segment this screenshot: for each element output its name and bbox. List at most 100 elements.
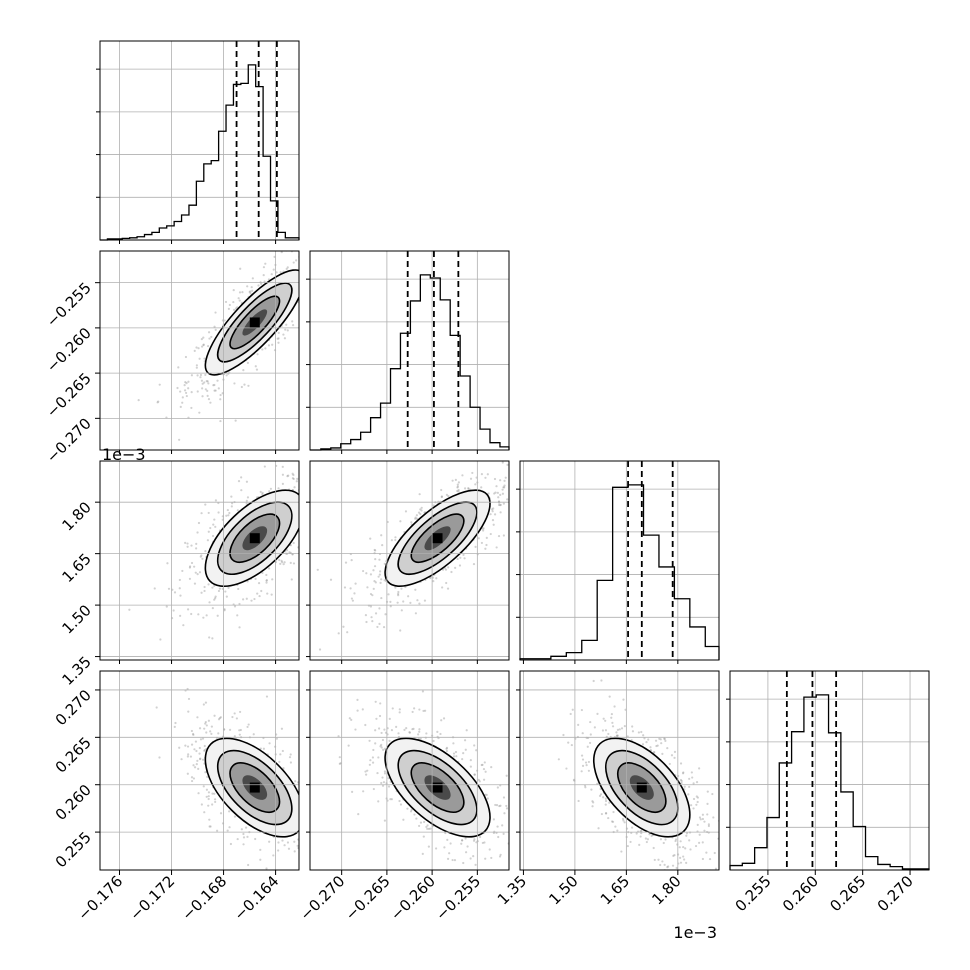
sample-point [650, 834, 653, 838]
sample-point [172, 609, 175, 612]
sample-point [244, 826, 248, 829]
sample-point [259, 858, 262, 861]
sample-point [302, 812, 304, 814]
sample-point [304, 479, 306, 481]
sample-point [615, 734, 619, 738]
sample-point [214, 499, 218, 502]
sample-point [362, 790, 365, 793]
sample-point [228, 826, 231, 829]
sample-point [181, 569, 184, 573]
sample-point [666, 866, 669, 869]
sample-point [190, 391, 193, 394]
sample-point [451, 858, 454, 862]
sample-point [475, 841, 478, 844]
x-tick-label: −0.172 [126, 872, 178, 924]
sample-point [397, 592, 400, 595]
sample-point [499, 503, 502, 507]
sample-point [658, 737, 661, 740]
sample-point [705, 851, 708, 854]
sample-point [283, 561, 286, 564]
sample-point [587, 769, 590, 772]
x-tick-label: −0.255 [432, 872, 484, 924]
sample-point [240, 476, 243, 479]
y-tick-label: −0.255 [43, 279, 95, 331]
sample-point [610, 820, 614, 823]
sample-point [251, 289, 254, 292]
sample-point [481, 841, 484, 845]
sample-point [329, 578, 333, 581]
sample-point [682, 855, 685, 858]
sample-point [239, 267, 242, 270]
sample-point [296, 477, 299, 480]
sample-point [187, 753, 190, 756]
sample-point [309, 451, 311, 453]
sample-point [180, 758, 183, 761]
sample-point [449, 842, 452, 845]
sample-point [251, 277, 254, 280]
sample-point [302, 260, 304, 262]
sample-point [278, 760, 281, 763]
sample-point [469, 759, 472, 762]
sample-point [502, 796, 506, 799]
sample-point [181, 396, 184, 399]
histogram-step [100, 64, 300, 241]
sample-point [189, 755, 193, 758]
sample-point [408, 731, 412, 734]
sample-point [264, 347, 267, 350]
sample-point [304, 261, 306, 263]
sample-point [698, 767, 701, 770]
sample-point [296, 844, 299, 847]
sample-point [307, 867, 309, 869]
sample-point [402, 600, 405, 603]
sample-point [371, 620, 374, 623]
sample-point [346, 631, 349, 634]
sample-point [598, 794, 602, 797]
sample-point [228, 303, 231, 307]
sample-point [277, 487, 280, 490]
sample-point [190, 406, 193, 410]
sample-point [204, 373, 207, 377]
sample-point [373, 565, 377, 568]
sample-point [207, 331, 211, 334]
sample-point [638, 843, 641, 846]
sample-point [250, 599, 253, 602]
sample-point [240, 828, 243, 831]
sample-point [490, 856, 493, 860]
sample-point [685, 861, 688, 864]
sample-point [242, 843, 245, 846]
sample-point [499, 503, 502, 506]
sample-point [301, 839, 303, 841]
sample-point [207, 791, 211, 794]
sample-point [369, 592, 373, 596]
sample-point [707, 824, 710, 828]
sample-point [304, 247, 306, 249]
sample-point [300, 496, 302, 498]
sample-point [389, 605, 392, 608]
sample-point [256, 353, 259, 356]
sample-point [496, 491, 499, 494]
sample-point [196, 759, 199, 762]
sample-point [295, 259, 298, 262]
sample-point [668, 762, 671, 766]
sample-point [186, 687, 189, 691]
y-tick-label: 0.270 [52, 686, 95, 729]
sample-point [242, 369, 245, 372]
sample-point [184, 744, 187, 747]
sample-point [307, 515, 309, 517]
sample-point [698, 841, 701, 844]
sample-point [407, 595, 410, 598]
sample-point [289, 561, 292, 565]
sample-point [190, 544, 193, 547]
sample-point [279, 271, 282, 274]
sample-point [277, 337, 280, 340]
sample-point [511, 806, 513, 808]
sample-point [685, 834, 688, 837]
sample-point [306, 259, 308, 261]
sample-point [306, 841, 308, 843]
sample-point [305, 804, 307, 806]
sample-point [469, 477, 473, 480]
sample-point [390, 798, 393, 801]
sample-point [223, 319, 226, 322]
sample-point [203, 357, 206, 360]
sample-point [214, 311, 217, 314]
